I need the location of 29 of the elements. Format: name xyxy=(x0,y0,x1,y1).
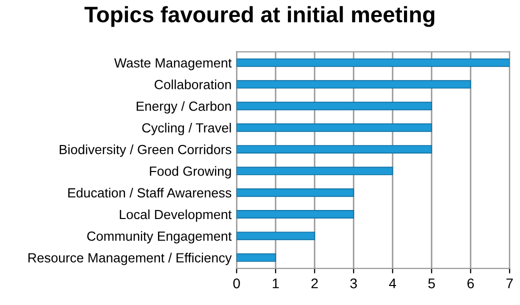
y-tick-label: Waste Management xyxy=(114,58,232,70)
x-tick-label: 6 xyxy=(467,278,474,288)
y-tick-label: Cycling / Travel xyxy=(142,122,231,136)
y-tick-label: Resource Management / Efficiency xyxy=(28,252,232,266)
bar xyxy=(236,232,316,240)
bar xyxy=(236,123,432,132)
y-tick-label: Community Engagement xyxy=(87,231,232,244)
x-tick-label: 1 xyxy=(272,278,279,288)
bar xyxy=(236,58,510,67)
x-tick-label: 2 xyxy=(311,278,318,288)
y-tick-label: Energy / Carbon xyxy=(136,101,231,114)
bar xyxy=(236,80,472,89)
x-tick-label: 4 xyxy=(389,278,396,288)
x-tick-label: 7 xyxy=(506,278,513,288)
bar xyxy=(236,210,354,218)
y-tick-label: Biodiversity / Green Corridors xyxy=(60,144,232,157)
bar xyxy=(236,145,432,154)
x-tick-label: 5 xyxy=(428,278,435,288)
chart-title: Topics favoured at initial meeting xyxy=(84,6,434,27)
bar xyxy=(236,166,394,176)
x-tick-label: 0 xyxy=(233,278,240,288)
y-tick-label: Collaboration xyxy=(154,80,231,90)
bar xyxy=(236,253,276,262)
x-tick-label: 3 xyxy=(350,278,357,288)
y-tick-label: Food Growing xyxy=(150,166,231,178)
bar xyxy=(236,188,354,197)
y-tick-label: Education / Staff Awareness xyxy=(68,188,232,198)
y-tick-label: Local Development xyxy=(120,209,232,222)
bar xyxy=(236,102,432,110)
